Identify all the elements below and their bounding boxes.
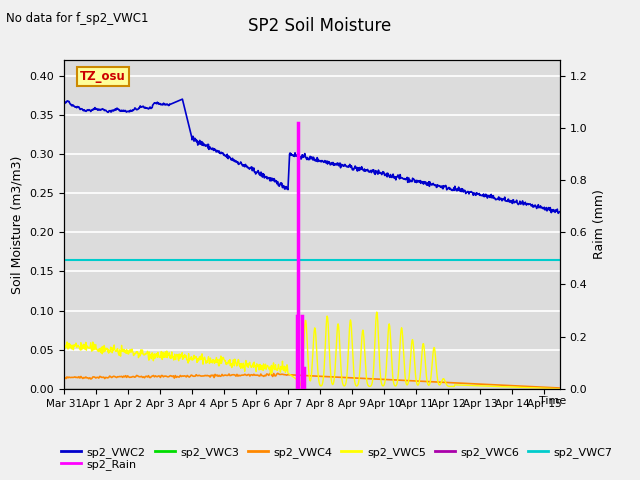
Text: Time: Time bbox=[539, 396, 566, 406]
Legend: sp2_Rain: sp2_Rain bbox=[57, 455, 141, 474]
Text: SP2 Soil Moisture: SP2 Soil Moisture bbox=[248, 17, 392, 35]
Text: TZ_osu: TZ_osu bbox=[80, 71, 125, 84]
Text: No data for f_sp2_VWC1: No data for f_sp2_VWC1 bbox=[6, 12, 149, 25]
Y-axis label: Soil Moisture (m3/m3): Soil Moisture (m3/m3) bbox=[11, 155, 24, 294]
Y-axis label: Raim (mm): Raim (mm) bbox=[593, 190, 606, 259]
Legend: sp2_VWC2, sp2_VWC3, sp2_VWC4, sp2_VWC5, sp2_VWC6, sp2_VWC7: sp2_VWC2, sp2_VWC3, sp2_VWC4, sp2_VWC5, … bbox=[57, 443, 617, 462]
